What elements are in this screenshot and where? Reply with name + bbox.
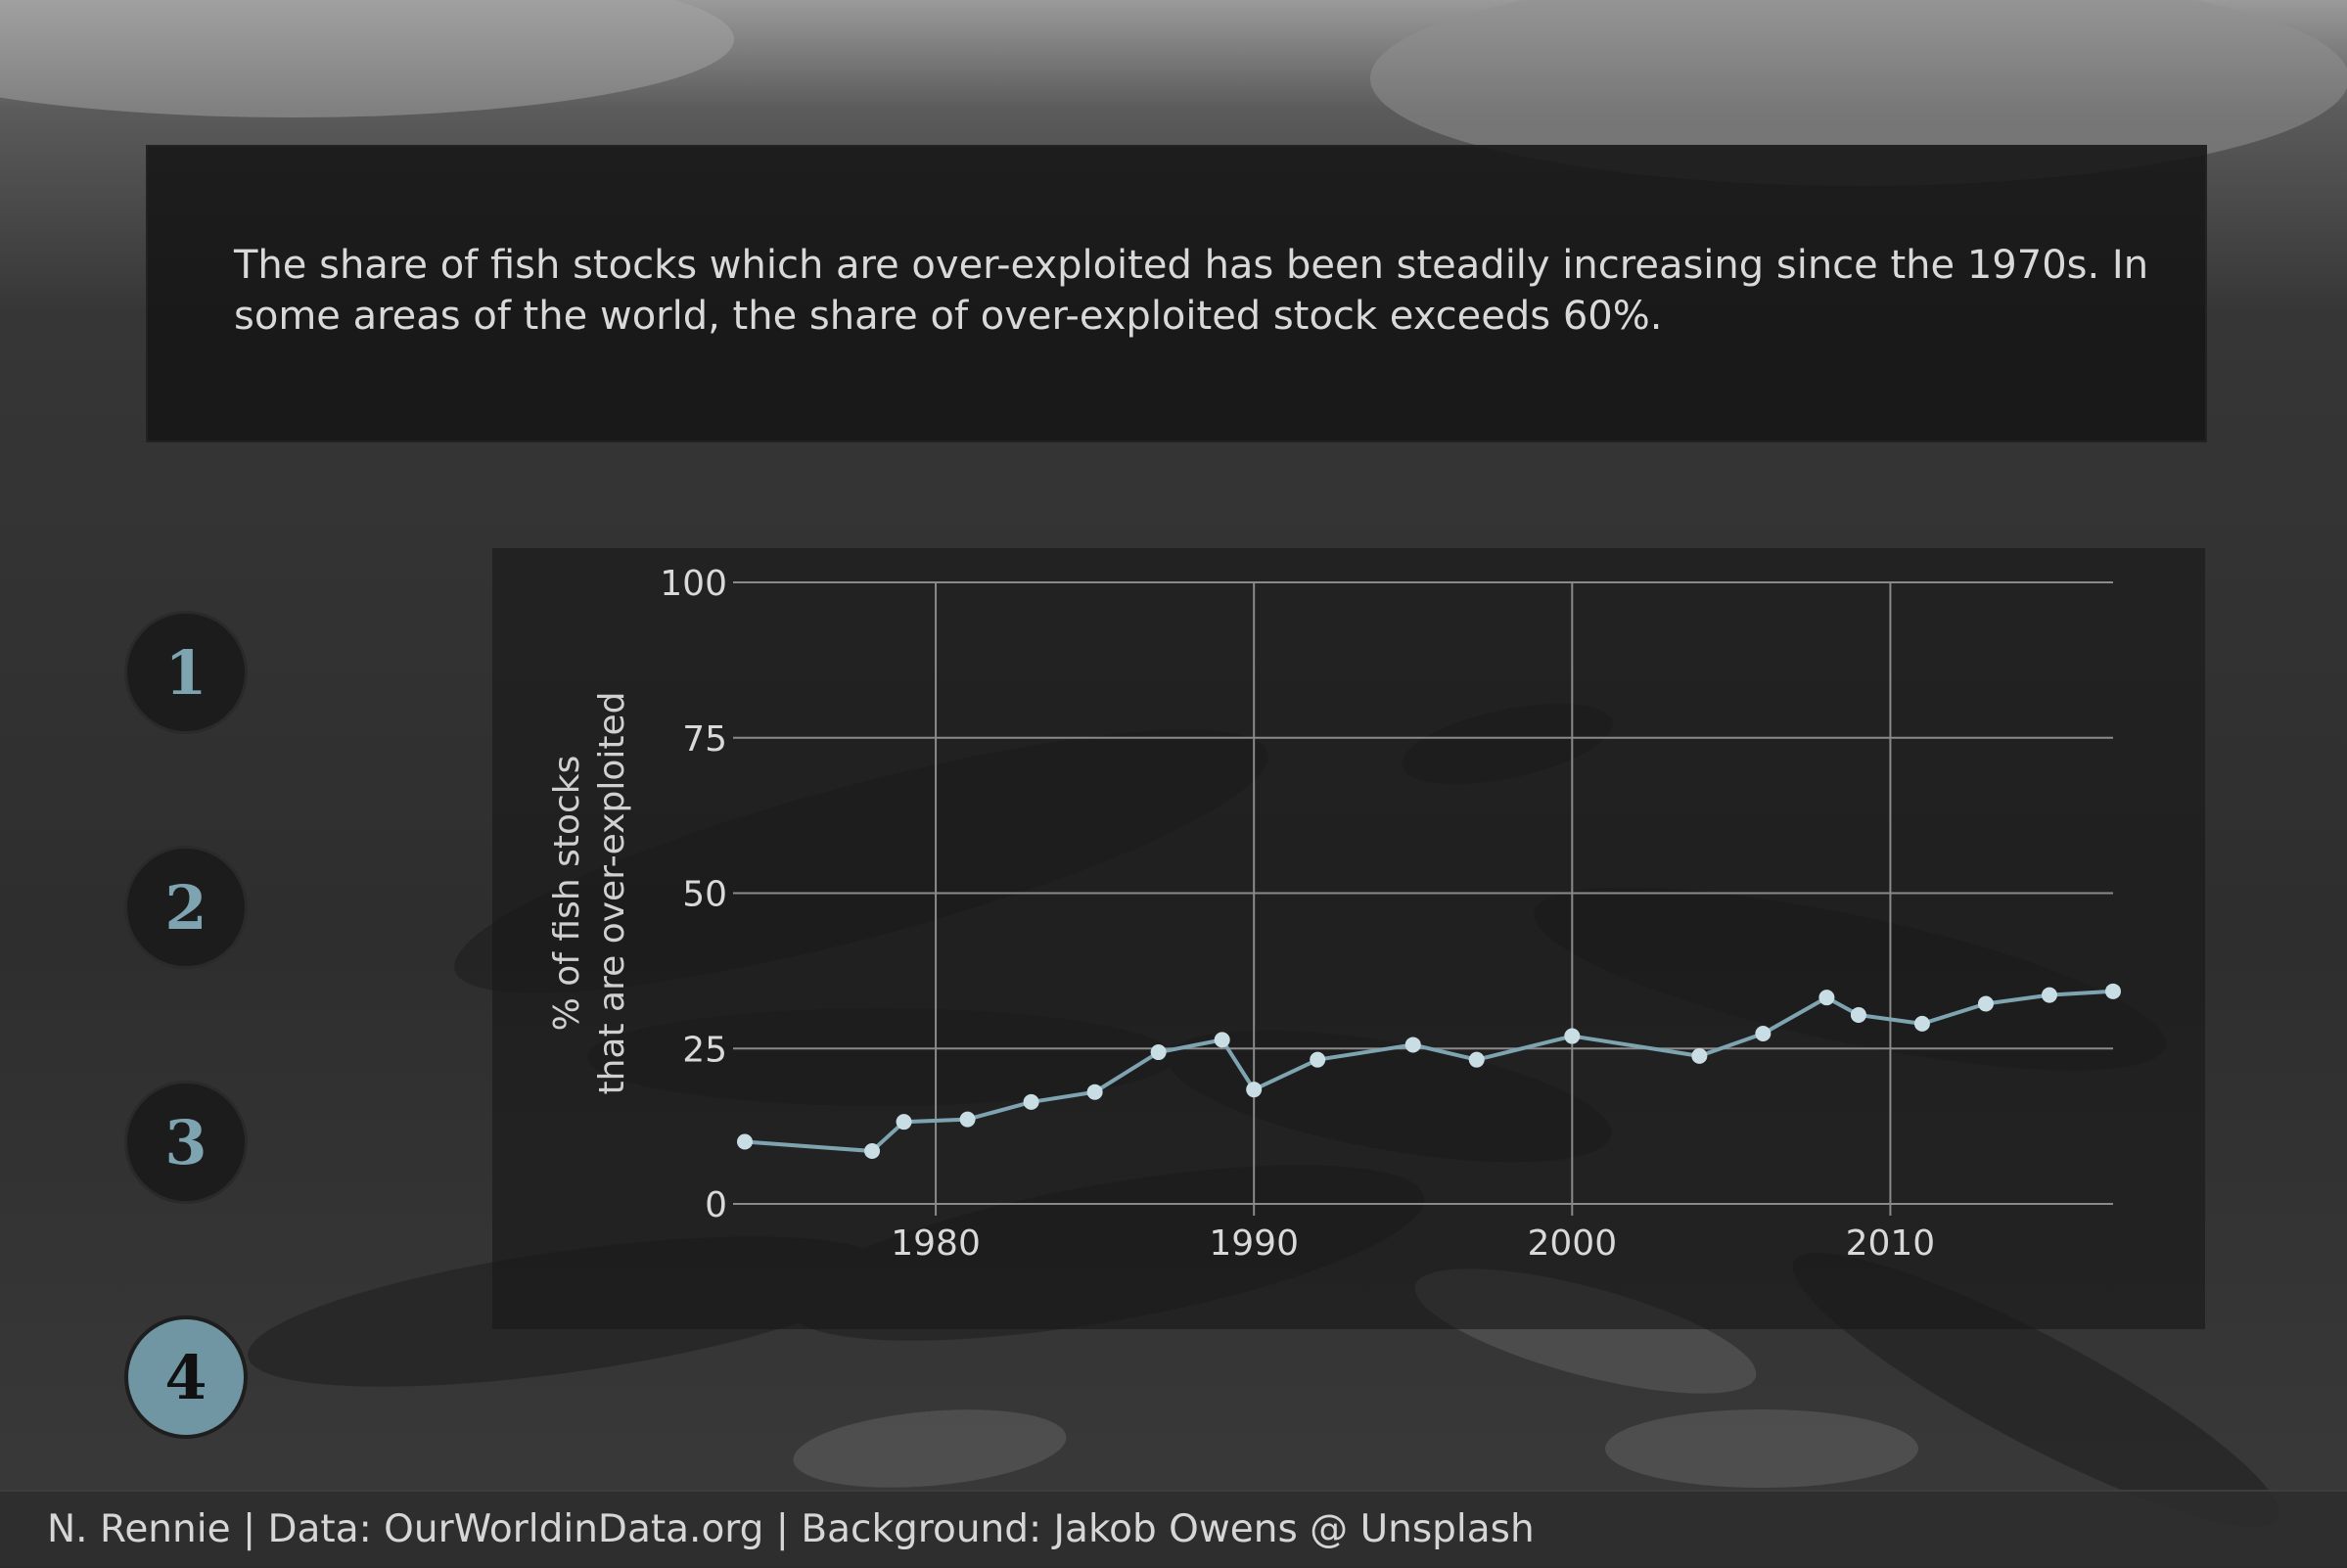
data-point bbox=[1150, 1044, 1167, 1061]
footer-bar: N. Rennie | Data: OurWorldinData.org | B… bbox=[0, 1490, 2347, 1568]
step-1-button[interactable]: 1 bbox=[124, 611, 248, 734]
y-tick-label: 75 bbox=[682, 719, 727, 760]
step-1-label: 1 bbox=[164, 636, 207, 709]
step-4-label: 4 bbox=[164, 1341, 207, 1413]
step-2-button[interactable]: 2 bbox=[124, 846, 248, 969]
data-point bbox=[2105, 983, 2121, 999]
grid-layer bbox=[745, 581, 2113, 1205]
step-4-button[interactable]: 4 bbox=[124, 1315, 248, 1439]
data-point bbox=[1246, 1082, 1263, 1098]
data-point bbox=[1913, 1015, 1930, 1032]
x-tick-label: 2000 bbox=[1527, 1223, 1617, 1264]
data-point bbox=[1086, 1084, 1103, 1100]
series-layer bbox=[737, 983, 2121, 1160]
series-line bbox=[744, 989, 2114, 1154]
y-tick-label: 25 bbox=[682, 1030, 727, 1070]
step-3-button[interactable]: 3 bbox=[124, 1081, 248, 1204]
description-panel: The share of fish stocks which are over-… bbox=[146, 145, 2207, 442]
step-2-label: 2 bbox=[164, 871, 207, 944]
data-point bbox=[1850, 1006, 1866, 1023]
axis-layer: 0 25 50 75 100 1980 1990 2000 2010 bbox=[660, 564, 1935, 1264]
data-point bbox=[1023, 1093, 1039, 1110]
step-3-label: 3 bbox=[164, 1106, 207, 1178]
data-point bbox=[2041, 987, 2057, 1003]
footer-caption: N. Rennie | Data: OurWorldinData.org | B… bbox=[47, 1507, 1535, 1551]
data-point bbox=[1818, 990, 1835, 1006]
line-chart: 0 25 50 75 100 1980 1990 2000 2010 % of fish sto… bbox=[547, 564, 2121, 1264]
data-point bbox=[864, 1143, 881, 1160]
x-tick-label: 1980 bbox=[891, 1223, 981, 1264]
y-tick-label: 50 bbox=[682, 875, 727, 915]
y-tick-label: 0 bbox=[705, 1185, 727, 1225]
data-point bbox=[1468, 1051, 1485, 1068]
x-tick-label: 2010 bbox=[1846, 1223, 1936, 1264]
chart-panel bbox=[492, 548, 2205, 1329]
data-point bbox=[1404, 1037, 1421, 1053]
data-point bbox=[1310, 1051, 1326, 1068]
data-point bbox=[959, 1111, 976, 1128]
data-point bbox=[737, 1133, 753, 1150]
data-point bbox=[896, 1114, 912, 1130]
data-point bbox=[1755, 1026, 1772, 1042]
y-axis-label: % of fish stocks that are over-exploited bbox=[547, 692, 632, 1095]
x-tick-label: 1990 bbox=[1209, 1223, 1299, 1264]
data-point bbox=[1977, 995, 1994, 1012]
data-point bbox=[1564, 1028, 1581, 1044]
y-tick-label: 100 bbox=[660, 564, 727, 604]
data-point bbox=[1691, 1047, 1708, 1064]
data-point bbox=[1214, 1032, 1230, 1048]
description-text: The share of fish stocks which are over-… bbox=[234, 243, 2149, 339]
